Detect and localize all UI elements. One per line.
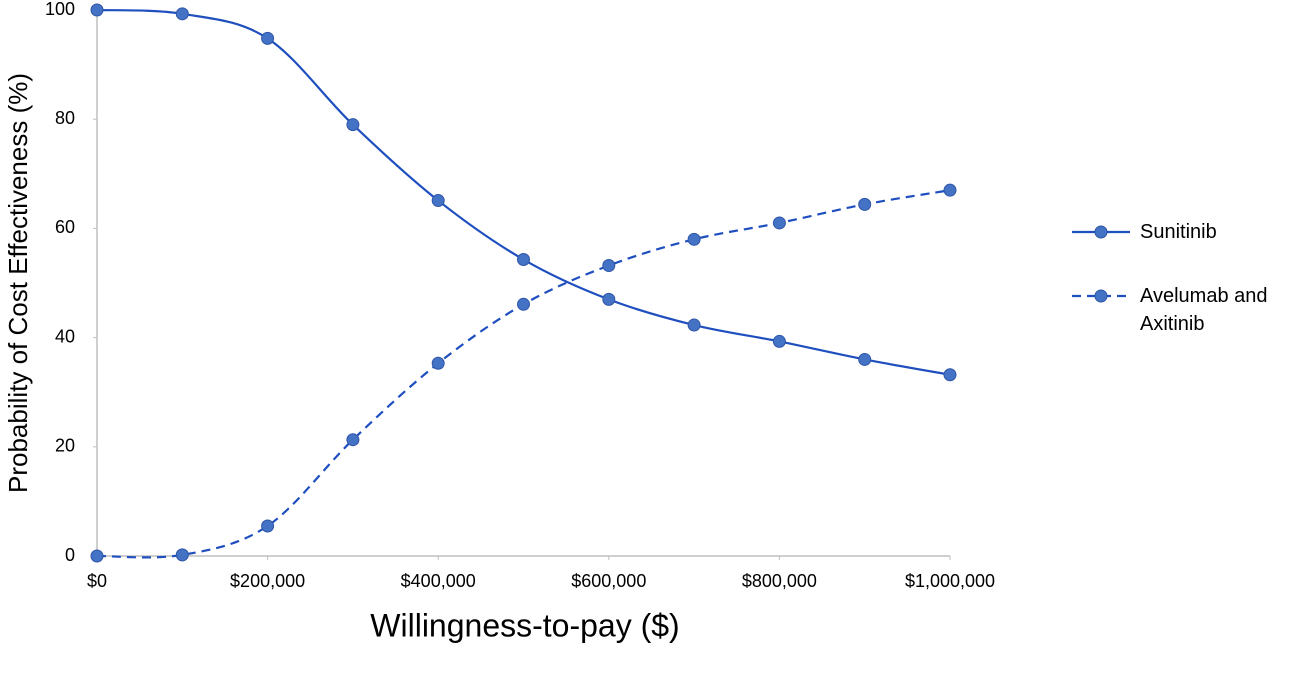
- legend-marker: [1094, 225, 1108, 239]
- legend-marker: [1094, 289, 1108, 303]
- x-tick-label: $400,000: [401, 571, 476, 591]
- series-line: [96, 8, 951, 376]
- data-point: [943, 183, 957, 197]
- data-point: [175, 548, 189, 562]
- legend-item: Sunitinib: [1070, 218, 1290, 246]
- data-point: [858, 197, 872, 211]
- y-tick-label: 100: [45, 0, 75, 19]
- x-axis-title: Willingness-to-pay ($): [370, 607, 679, 643]
- data-point: [687, 232, 701, 246]
- y-axis-title: Probability of Cost Effectiveness (%): [3, 73, 33, 493]
- x-tick-label: $0: [87, 571, 107, 591]
- data-point: [772, 334, 786, 348]
- data-point: [517, 297, 530, 311]
- x-tick-label: $800,000: [742, 571, 817, 591]
- data-point: [943, 368, 957, 382]
- data-point: [602, 292, 616, 306]
- data-point: [517, 253, 530, 267]
- legend-swatch: [1072, 225, 1130, 239]
- data-point: [772, 216, 786, 230]
- y-tick-label: 40: [55, 326, 75, 346]
- data-point: [858, 352, 872, 366]
- data-point: [175, 7, 189, 21]
- data-point: [261, 519, 275, 533]
- data-point: [687, 318, 701, 332]
- data-point: [346, 433, 360, 447]
- y-tick-label: 0: [65, 545, 75, 565]
- data-point: [431, 194, 445, 208]
- x-tick-label: $600,000: [571, 571, 646, 591]
- x-tick-label: $200,000: [230, 571, 305, 591]
- data-point: [90, 549, 104, 563]
- series-line: [96, 189, 951, 559]
- data-point: [261, 31, 275, 45]
- x-tick-label: $1,000,000: [905, 571, 995, 591]
- data-point: [431, 356, 445, 370]
- legend-label: Avelumab and Axitinib: [1140, 285, 1268, 335]
- legend-label: Sunitinib: [1140, 221, 1217, 243]
- y-tick-label: 60: [55, 217, 75, 237]
- y-tick-label: 80: [55, 108, 75, 128]
- data-point: [90, 3, 104, 17]
- data-point: [346, 118, 360, 132]
- data-point: [602, 259, 616, 273]
- legend-swatch: [1072, 289, 1130, 303]
- legend-item: Avelumab and Axitinib: [1070, 282, 1290, 338]
- y-tick-label: 20: [55, 436, 75, 456]
- legend: Sunitinib Avelumab and Axitinib: [1070, 218, 1290, 374]
